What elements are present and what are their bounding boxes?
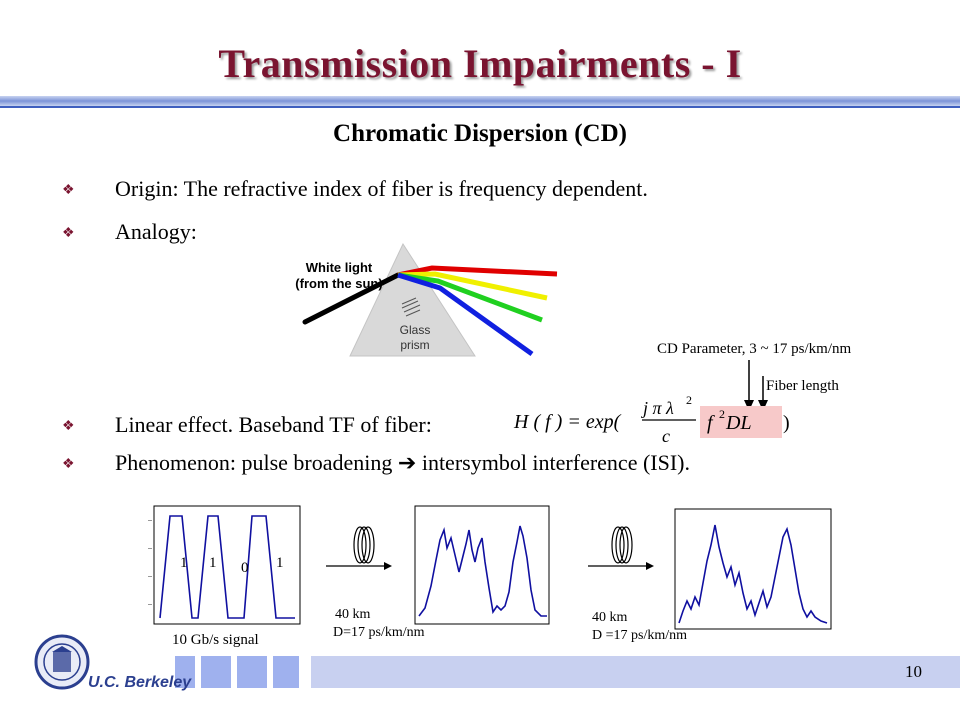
stage1-dispersion: D=17 ps/km/nm — [333, 625, 425, 640]
footer-block-2 — [201, 656, 231, 688]
input-signal-label: 10 Gb/s signal — [172, 632, 259, 648]
footer-block-3 — [237, 656, 267, 688]
formula-close: ) — [783, 412, 790, 434]
stage2-waveform — [678, 524, 828, 624]
glass-label: Glass — [400, 323, 431, 337]
footer-bar — [305, 656, 960, 688]
formula-dl: DL — [725, 412, 752, 434]
cd-arrow-head — [744, 400, 754, 411]
footer-block-4 — [273, 656, 299, 688]
cd-parameter-note: CD Parameter, 3 ~ 17 ps/km/nm — [657, 341, 852, 357]
white-light-sublabel: (from the sun) — [295, 276, 382, 291]
bullet-marker-3: ❖ — [62, 419, 75, 434]
uc-berkeley-wordmark: U.C. Berkeley — [88, 674, 192, 691]
bullet-text-analogy: Analogy: — [115, 219, 197, 244]
formula-lhs: H ( f ) = exp( — [513, 411, 622, 433]
page-number: 10 — [905, 662, 922, 681]
bullet-marker-1: ❖ — [62, 183, 75, 198]
footer-block-1 — [175, 656, 195, 688]
stage1-waveform — [418, 525, 547, 617]
fiber-arrow-head — [758, 400, 768, 411]
white-light-label: White light — [306, 260, 373, 275]
header-rule — [0, 96, 960, 106]
bit-label-1: 1 — [180, 555, 188, 571]
blue-ray — [397, 272, 534, 357]
input-signal-plot — [148, 505, 301, 625]
prism-illustration: White light (from the sun) Glass prism — [295, 242, 558, 357]
fiber-length-note: Fiber length — [766, 378, 839, 394]
white-light-ray — [302, 272, 401, 325]
bullet-marker-4: ❖ — [62, 457, 75, 472]
bullet-text-linear: Linear effect. Baseband TF of fiber: — [115, 412, 432, 437]
slide-subtitle: Chromatic Dispersion (CD) — [333, 120, 627, 147]
formula-numerator: j π λ — [641, 398, 674, 418]
bullet-text-origin: Origin: The refractive index of fiber is… — [115, 176, 648, 201]
slide-title: Transmission Impairments - I — [218, 41, 742, 86]
stage2-dispersion: D =17 ps/km/nm — [592, 628, 688, 643]
fiber-coil-2 — [588, 526, 654, 570]
bit-label-3: 0 — [241, 560, 249, 576]
bullet-text-phenomenon: Phenomenon: pulse broadening ➔ intersymb… — [115, 450, 690, 475]
header-rule-line — [0, 106, 960, 108]
formula-f: f — [707, 412, 715, 434]
bit-label-2: 1 — [209, 555, 217, 571]
formula-f-exp: 2 — [719, 407, 725, 421]
bit-label-4: 1 — [276, 555, 284, 571]
stage1-output-plot — [414, 505, 550, 625]
uc-seal-logo — [34, 634, 90, 690]
formula-highlight — [700, 406, 782, 438]
stage2-distance: 40 km — [592, 610, 628, 625]
annotation-arrows — [744, 360, 768, 411]
prism-label: prism — [400, 338, 429, 352]
transfer-function-formula: H ( f ) = exp( j π λ 2 c f 2 DL ) — [513, 393, 790, 446]
fiber-coil-1 — [326, 526, 392, 570]
formula-numerator-exp: 2 — [686, 393, 692, 407]
stage1-distance: 40 km — [335, 607, 371, 622]
stage2-output-plot — [674, 508, 832, 630]
formula-denominator: c — [662, 426, 670, 446]
input-waveform — [159, 515, 295, 619]
glass-hatch-marks — [401, 297, 421, 317]
bullet-marker-2: ❖ — [62, 226, 75, 241]
